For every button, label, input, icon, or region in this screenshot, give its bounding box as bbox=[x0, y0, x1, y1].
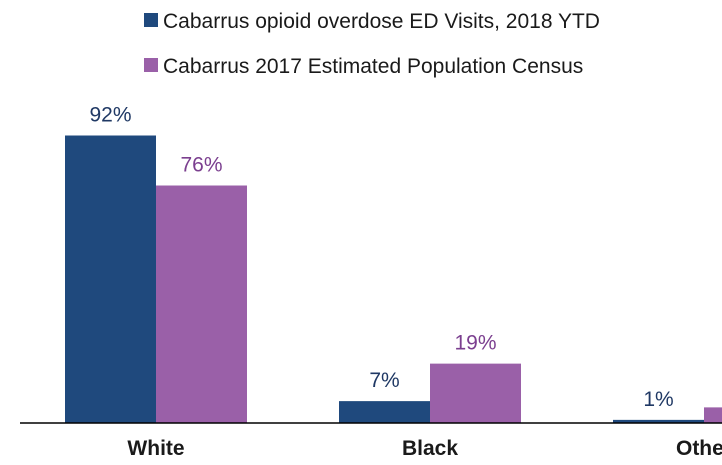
data-label-other-series-1: 1% bbox=[643, 388, 673, 411]
data-label-white-series-1: 92% bbox=[89, 104, 131, 127]
category-label-white: White bbox=[127, 437, 184, 460]
category-labels-group: White Black Other bbox=[127, 437, 722, 460]
legend-swatch-ed-visits bbox=[144, 13, 158, 27]
legend-swatch-population bbox=[144, 58, 158, 72]
category-label-other: Other bbox=[676, 437, 722, 460]
bar-black-series-2 bbox=[430, 363, 521, 423]
legend: Cabarrus opioid overdose ED Visits, 2018… bbox=[144, 10, 600, 78]
bar-black-series-1 bbox=[339, 401, 430, 423]
legend-label-ed-visits: Cabarrus opioid overdose ED Visits, 2018… bbox=[163, 10, 600, 33]
bar-other-series-1 bbox=[613, 419, 704, 423]
data-label-white-series-2: 76% bbox=[180, 154, 222, 177]
bar-labels-group: 92% 76% 7% 19% 1% bbox=[89, 104, 673, 411]
bars-group bbox=[65, 135, 722, 423]
category-label-black: Black bbox=[402, 437, 458, 460]
data-label-black-series-2: 19% bbox=[454, 332, 496, 355]
legend-label-population: Cabarrus 2017 Estimated Population Censu… bbox=[163, 55, 583, 78]
bar-white-series-2 bbox=[156, 185, 247, 423]
bar-other-series-2 bbox=[704, 407, 722, 423]
bar-white-series-1 bbox=[65, 135, 156, 423]
data-label-black-series-1: 7% bbox=[369, 369, 399, 392]
